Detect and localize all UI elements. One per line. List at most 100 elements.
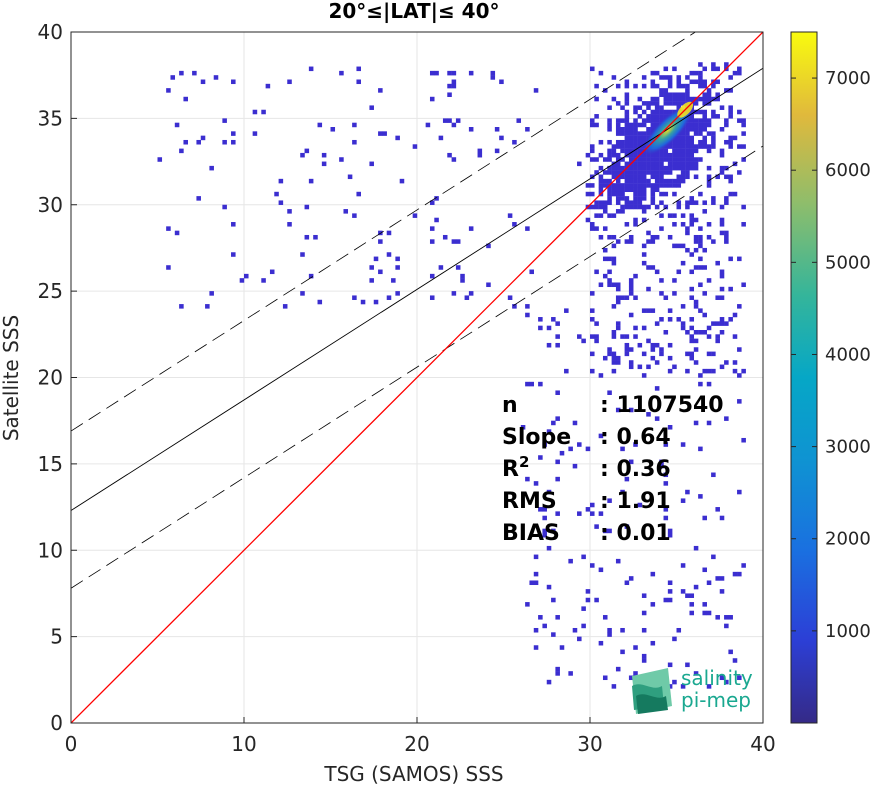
density-cell [438,265,444,270]
density-cell [607,191,612,197]
density-cell [641,152,647,158]
density-cell [455,239,461,244]
density-cell [637,502,643,508]
density-cell [607,234,612,240]
density-cell [659,351,664,357]
density-cell [620,489,625,495]
density-cell [667,234,673,240]
density-cell [611,174,617,180]
density-cell [607,187,612,193]
density-cell [581,338,586,344]
density-cell [624,200,630,205]
density-cell [654,83,660,89]
y-tick-label: 15 [38,452,63,476]
density-cell [633,131,638,136]
density-cell [352,139,357,145]
density-cell [628,183,634,188]
density-cell [321,161,327,167]
density-cell [624,131,630,136]
density-cell [611,334,617,339]
density-cell [650,342,656,348]
density-cell [693,671,699,676]
density-cell [693,118,699,123]
density-cell [412,144,418,149]
density-cell [715,174,720,180]
density-cell [607,157,612,162]
density-cell [468,127,474,132]
y-tick-label: 30 [38,193,63,217]
density-cell [602,183,608,188]
density-cell [706,278,712,283]
density-cell [711,66,716,72]
density-cell [265,83,271,89]
density-cell [611,213,617,218]
density-cell [620,627,625,633]
density-cell [698,373,703,378]
density-cell [633,127,638,132]
density-cell [624,127,630,132]
density-cell [628,360,634,365]
density-cell [641,183,647,188]
density-cell [680,498,686,503]
density-cell [650,161,656,167]
density-cell [451,122,457,128]
density-cell [702,200,707,205]
density-cell [451,79,457,85]
density-cell [628,291,634,296]
density-cell [525,226,530,231]
density-cell [611,304,617,309]
density-cell [689,70,695,76]
density-cell [386,252,392,257]
density-cell [620,187,625,193]
density-cell [646,230,651,236]
density-cell [646,118,651,123]
density-cell [719,286,725,292]
density-cell [628,347,634,352]
density-cell [650,187,656,193]
density-cell [654,178,660,184]
density-cell [572,627,578,633]
density-cell [706,92,712,97]
density-cell [672,636,677,642]
density-cell [628,174,634,180]
density-cell [590,174,595,180]
density-cell [741,157,746,162]
density-cell [602,157,608,162]
density-cell [529,269,534,275]
density-cell [615,157,621,162]
density-cell [685,127,690,132]
density-cell [702,118,707,123]
density-cell [620,139,625,145]
density-cell [594,226,599,231]
density-cell [555,459,560,465]
density-cell [706,684,712,689]
density-cell [373,299,379,305]
density-cell [672,101,677,106]
density-cell [650,200,656,205]
density-cell [654,109,660,115]
density-cell [659,459,664,465]
density-cell [654,101,660,106]
density-cell [715,260,720,266]
density-cell [646,265,651,270]
density-cell [654,386,660,391]
density-cell [624,118,630,123]
density-cell [693,239,699,244]
density-cell [689,127,695,132]
density-cell [633,273,638,279]
density-cell [615,299,621,305]
density-cell [698,256,703,262]
density-cell [641,174,647,180]
density-cell [615,183,621,188]
density-cell [706,325,712,331]
density-cell [637,204,643,210]
density-cell [282,304,288,309]
density-cell [689,295,695,300]
density-cell [615,295,621,300]
density-cell [429,96,435,102]
density-cell [641,325,647,331]
density-cell [693,217,699,223]
x-tick-label: 40 [750,732,775,756]
density-cell [633,217,638,223]
stat-label: n [502,393,518,418]
